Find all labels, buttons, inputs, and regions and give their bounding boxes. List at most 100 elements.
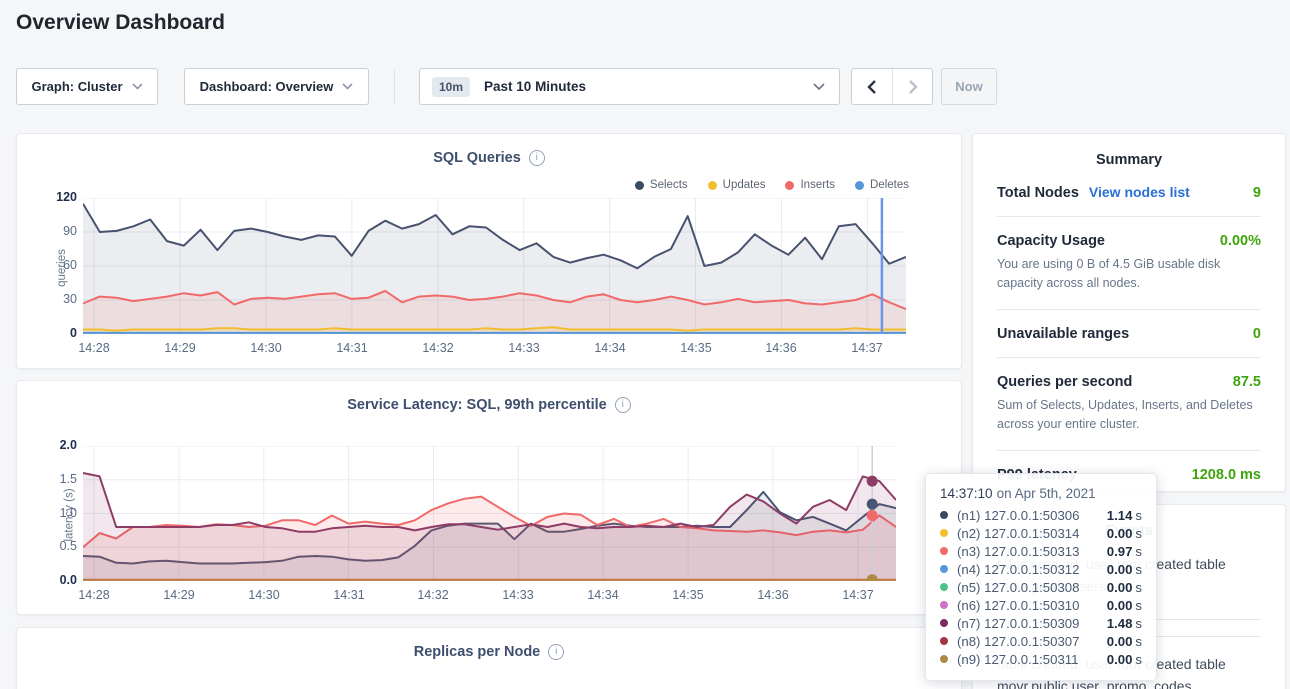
- y-tick-label: 0.0: [17, 573, 77, 587]
- summary-caption: Sum of Selects, Updates, Inserts, and De…: [997, 396, 1261, 435]
- node-color-dot: [940, 601, 948, 609]
- node-latency-value: 0.00: [1107, 652, 1133, 667]
- time-nav-button-group: [851, 68, 933, 105]
- x-tick-label: 14:35: [664, 588, 712, 602]
- node-address: (n4) 127.0.0.1:50312: [957, 562, 1107, 577]
- x-axis-ticks: 14:2814:2914:3014:3114:3214:3314:3414:35…: [83, 341, 906, 357]
- node-latency-unit: s: [1135, 508, 1142, 523]
- legend-dot: [708, 181, 717, 190]
- graph-dropdown-label: Graph: Cluster: [31, 79, 122, 94]
- dashboard-dropdown-label: Dashboard: Overview: [200, 79, 334, 94]
- info-icon[interactable]: [615, 397, 631, 413]
- info-icon[interactable]: [529, 150, 545, 166]
- node-address: (n1) 127.0.0.1:50306: [957, 508, 1107, 523]
- x-tick-label: 14:33: [494, 588, 542, 602]
- node-latency-value: 0.97: [1107, 544, 1133, 559]
- tooltip-node-row: (n9) 127.0.0.1:503110.00s: [940, 650, 1142, 668]
- info-icon[interactable]: [548, 644, 564, 660]
- node-latency-unit: s: [1135, 544, 1142, 559]
- y-tick-label: 2.0: [17, 438, 77, 452]
- divider: [997, 450, 1261, 451]
- tooltip-node-row: (n7) 127.0.0.1:503091.48s: [940, 614, 1142, 632]
- summary-row-total-nodes: Total Nodes View nodes list 9: [997, 184, 1261, 201]
- tooltip-node-row: (n8) 127.0.0.1:503070.00s: [940, 632, 1142, 650]
- x-tick-label: 14:31: [328, 341, 376, 355]
- tooltip-timestamp: 14:37:10 on Apr 5th, 2021: [940, 486, 1142, 501]
- service-latency-plot[interactable]: [83, 446, 896, 581]
- node-latency-unit: s: [1135, 634, 1142, 649]
- x-tick-label: 14:36: [757, 341, 805, 355]
- node-latency-unit: s: [1135, 652, 1142, 667]
- x-tick-label: 14:34: [586, 341, 634, 355]
- chart-title: SQL Queries: [433, 150, 521, 166]
- tooltip-time: 14:37:10: [940, 486, 993, 501]
- graph-dropdown[interactable]: Graph: Cluster: [16, 68, 158, 105]
- node-latency-value: 1.14: [1107, 508, 1133, 523]
- time-back-button[interactable]: [852, 69, 892, 104]
- x-tick-label: 14:30: [240, 588, 288, 602]
- legend-label: Inserts: [800, 179, 835, 191]
- x-tick-label: 14:32: [414, 341, 462, 355]
- summary-value: 87.5: [1233, 374, 1261, 390]
- summary-value: 0.00%: [1220, 233, 1261, 249]
- summary-label: Queries per second: [997, 374, 1132, 390]
- legend-item-updates[interactable]: Updates: [708, 179, 766, 191]
- tooltip-node-row: (n4) 127.0.0.1:503120.00s: [940, 560, 1142, 578]
- y-tick-label: 30: [17, 292, 77, 306]
- chevron-down-icon: [342, 83, 353, 90]
- view-nodes-list-link[interactable]: View nodes list: [1089, 184, 1190, 200]
- page-title: Overview Dashboard: [16, 11, 225, 35]
- dashboard-dropdown[interactable]: Dashboard: Overview: [184, 68, 369, 105]
- node-latency-value: 1.48: [1107, 616, 1133, 631]
- summary-label: Capacity Usage: [997, 233, 1105, 249]
- node-latency-value: 0.00: [1107, 562, 1133, 577]
- x-tick-label: 14:29: [155, 588, 203, 602]
- tooltip-date: on Apr 5th, 2021: [997, 486, 1096, 501]
- node-color-dot: [940, 583, 948, 591]
- summary-caption: You are using 0 B of 4.5 GiB usable disk…: [997, 255, 1261, 294]
- divider: [997, 357, 1261, 358]
- tooltip-node-row: (n3) 127.0.0.1:503130.97s: [940, 542, 1142, 560]
- node-latency-value: 0.00: [1107, 526, 1133, 541]
- divider: [997, 216, 1261, 217]
- y-tick-label: 120: [17, 190, 77, 204]
- y-tick-label: 90: [17, 224, 77, 238]
- y-tick-label: 1.0: [17, 506, 77, 520]
- node-address: (n3) 127.0.0.1:50313: [957, 544, 1107, 559]
- node-latency-unit: s: [1135, 562, 1142, 577]
- x-tick-label: 14:35: [672, 341, 720, 355]
- legend-item-selects[interactable]: Selects: [635, 179, 688, 191]
- summary-label: Unavailable ranges: [997, 326, 1129, 342]
- now-button[interactable]: Now: [941, 68, 997, 105]
- replicas-per-node-chart-card: Replicas per Node: [16, 627, 962, 689]
- chart-title: Service Latency: SQL, 99th percentile: [347, 397, 607, 413]
- node-address: (n2) 127.0.0.1:50314: [957, 526, 1107, 541]
- node-latency-value: 0.00: [1107, 598, 1133, 613]
- x-tick-label: 14:31: [325, 588, 373, 602]
- y-tick-label: 60: [17, 258, 77, 272]
- node-address: (n9) 127.0.0.1:50311: [957, 652, 1107, 667]
- node-color-dot: [940, 529, 948, 537]
- time-range-badge: 10m: [432, 77, 470, 97]
- summary-label: Total Nodes: [997, 185, 1079, 201]
- summary-row-qps: Queries per second 87.5: [997, 374, 1261, 390]
- summary-row-capacity: Capacity Usage 0.00%: [997, 233, 1261, 249]
- time-range-label: Past 10 Minutes: [484, 79, 813, 94]
- x-tick-label: 14:34: [579, 588, 627, 602]
- legend-item-inserts[interactable]: Inserts: [785, 179, 835, 191]
- legend-dot: [635, 181, 644, 190]
- legend-label: Deletes: [870, 179, 909, 191]
- time-forward-button[interactable]: [892, 69, 932, 104]
- x-tick-label: 14:32: [409, 588, 457, 602]
- sql-queries-chart-card: SQL Queries Selects Updates Inserts Deletes…: [16, 133, 962, 369]
- legend-item-deletes[interactable]: Deletes: [855, 179, 909, 191]
- controls-divider: [394, 70, 395, 103]
- x-tick-label: 14:37: [834, 588, 882, 602]
- chevron-down-icon: [813, 83, 825, 91]
- legend-label: Updates: [723, 179, 766, 191]
- node-latency-value: 0.00: [1107, 580, 1133, 595]
- sql-queries-plot[interactable]: [83, 198, 906, 334]
- x-axis-ticks: 14:2814:2914:3014:3114:3214:3314:3414:35…: [83, 588, 896, 604]
- time-range-picker[interactable]: 10m Past 10 Minutes: [419, 68, 840, 105]
- node-address: (n6) 127.0.0.1:50310: [957, 598, 1107, 613]
